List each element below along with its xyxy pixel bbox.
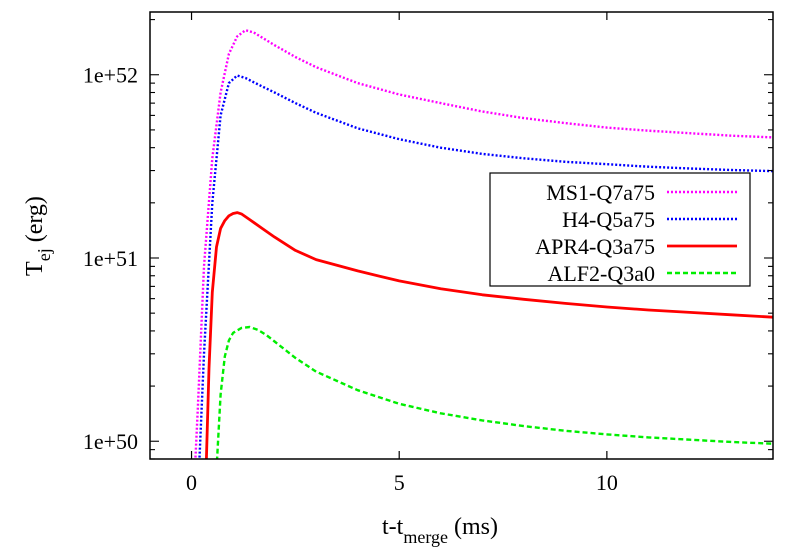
x-axis-ticks: 0 5 10	[186, 12, 618, 495]
legend-label: APR4-Q3a75	[535, 234, 655, 259]
y-tick-label: 1e+52	[83, 63, 138, 88]
x-axis-label-main: t-t	[382, 514, 404, 540]
x-axis-label: t-tmerge (ms)	[382, 514, 498, 547]
legend-label: ALF2-Q3a0	[547, 261, 655, 286]
y-axis-label: Tej (erg)	[22, 196, 54, 276]
legend-label: MS1-Q7a75	[546, 180, 655, 205]
y-tick-label: 1e+50	[83, 429, 138, 454]
legend-box	[489, 172, 751, 287]
x-tick-label: 0	[186, 470, 197, 495]
legend-label: H4-Q5a75	[562, 207, 655, 232]
x-axis-label-sub: merge	[403, 527, 448, 547]
series-line-alf2-q3a0	[215, 325, 773, 459]
series-line-apr4-q3a75	[205, 211, 773, 459]
x-axis-label-unit: (ms)	[448, 514, 498, 540]
series-line-ms1-q7a75	[194, 29, 773, 459]
y-axis-label-unit: (erg)	[22, 196, 48, 248]
plot-frame	[149, 11, 774, 460]
x-tick-label: 10	[596, 470, 618, 495]
y-axis-label-sub: ej	[34, 248, 54, 261]
series-line-h4-q5a75	[198, 74, 773, 459]
y-tick-label: 1e+51	[83, 246, 138, 271]
y-axis-ticks: 1e+50 1e+51 1e+52	[83, 19, 773, 460]
x-tick-label: 5	[394, 470, 405, 495]
series-layer	[194, 29, 773, 459]
y-axis-label-main: T	[22, 261, 48, 276]
